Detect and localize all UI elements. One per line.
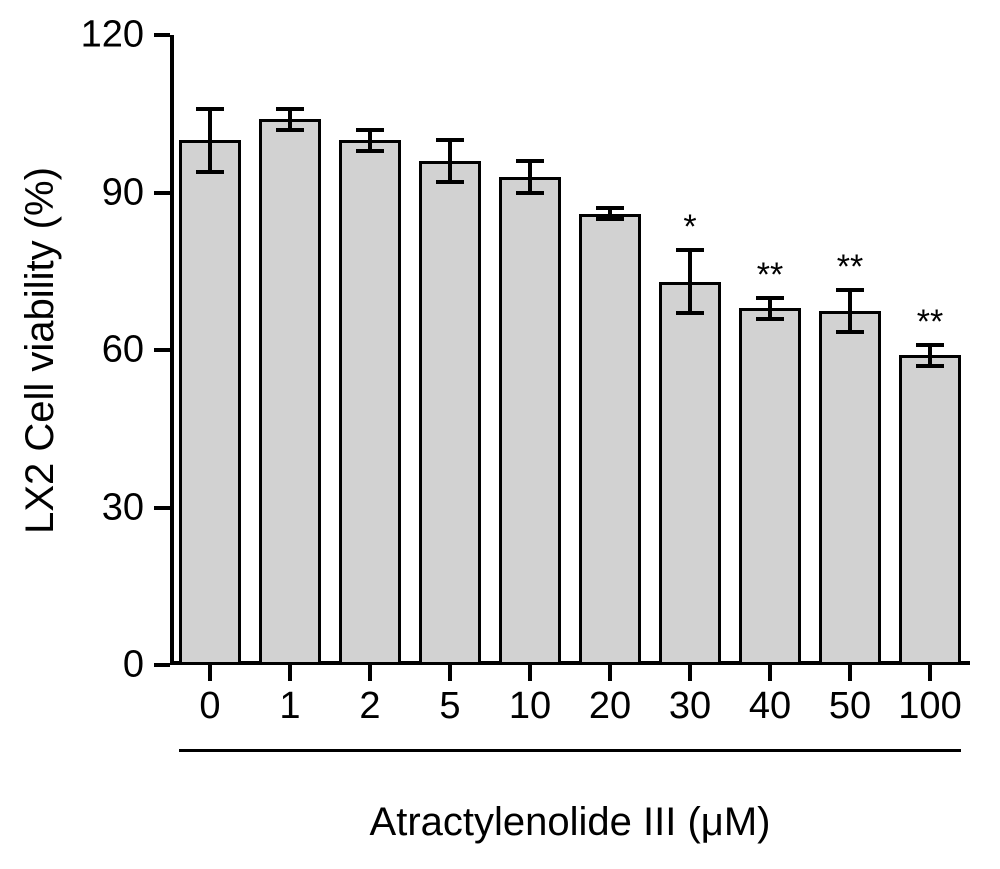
error-cap-bottom: [836, 330, 864, 334]
bar: [179, 140, 241, 665]
bar: [419, 161, 481, 665]
bar: [659, 282, 721, 665]
error-cap-bottom: [356, 149, 384, 153]
x-group-line: [179, 749, 961, 752]
error-cap-bottom: [596, 217, 624, 221]
x-tick-label: 100: [898, 665, 961, 728]
error-bar: [288, 109, 292, 130]
error-cap-top: [596, 206, 624, 210]
y-tick-label: 120: [81, 14, 170, 57]
x-tick-label: 20: [589, 665, 631, 728]
error-cap-top: [836, 288, 864, 292]
bar-chart: LX2 Cell viability (%) 03060901200125102…: [0, 0, 1000, 869]
x-tick-label: 40: [749, 665, 791, 728]
plot-area: 030609012001251020*30**40**50**100: [170, 35, 970, 665]
error-cap-top: [436, 138, 464, 142]
x-tick-label: 2: [359, 665, 380, 728]
significance-label: **: [837, 250, 863, 284]
bar: [579, 214, 641, 666]
error-cap-bottom: [756, 317, 784, 321]
error-cap-top: [516, 159, 544, 163]
error-cap-top: [356, 128, 384, 132]
error-cap-top: [916, 343, 944, 347]
y-tick-label: 90: [102, 171, 170, 214]
error-cap-bottom: [196, 170, 224, 174]
bar: [499, 177, 561, 665]
bar: [819, 311, 881, 665]
error-cap-top: [756, 296, 784, 300]
bar: [259, 119, 321, 665]
significance-label: **: [757, 258, 783, 292]
error-cap-bottom: [676, 311, 704, 315]
error-cap-bottom: [916, 364, 944, 368]
error-cap-bottom: [276, 128, 304, 132]
error-cap-bottom: [516, 191, 544, 195]
error-cap-top: [276, 107, 304, 111]
error-bar: [928, 345, 932, 366]
error-bar: [448, 140, 452, 182]
error-bar: [688, 250, 692, 313]
error-bar: [768, 298, 772, 319]
error-bar: [528, 161, 532, 193]
y-tick-label: 60: [102, 329, 170, 372]
bar: [739, 308, 801, 665]
error-bar: [368, 130, 372, 151]
x-tick-label: 0: [199, 665, 220, 728]
y-axis-line: [170, 35, 174, 665]
x-tick-label: 50: [829, 665, 871, 728]
bar: [899, 355, 961, 665]
y-tick-label: 30: [102, 486, 170, 529]
significance-label: *: [683, 210, 696, 244]
x-axis-title: Atractylenolide III (μM): [170, 800, 970, 845]
error-bar: [208, 109, 212, 172]
y-axis-title: LX2 Cell viability (%): [15, 35, 65, 665]
error-bar: [848, 290, 852, 332]
bar: [339, 140, 401, 665]
y-axis-title-text: LX2 Cell viability (%): [18, 167, 63, 534]
x-tick-label: 30: [669, 665, 711, 728]
x-tick-label: 1: [279, 665, 300, 728]
error-cap-top: [196, 107, 224, 111]
error-cap-top: [676, 248, 704, 252]
significance-label: **: [917, 305, 943, 339]
x-tick-label: 10: [509, 665, 551, 728]
x-tick-label: 5: [439, 665, 460, 728]
x-axis-title-text: Atractylenolide III (μM): [370, 800, 771, 844]
error-cap-bottom: [436, 180, 464, 184]
y-tick-label: 0: [123, 644, 170, 687]
